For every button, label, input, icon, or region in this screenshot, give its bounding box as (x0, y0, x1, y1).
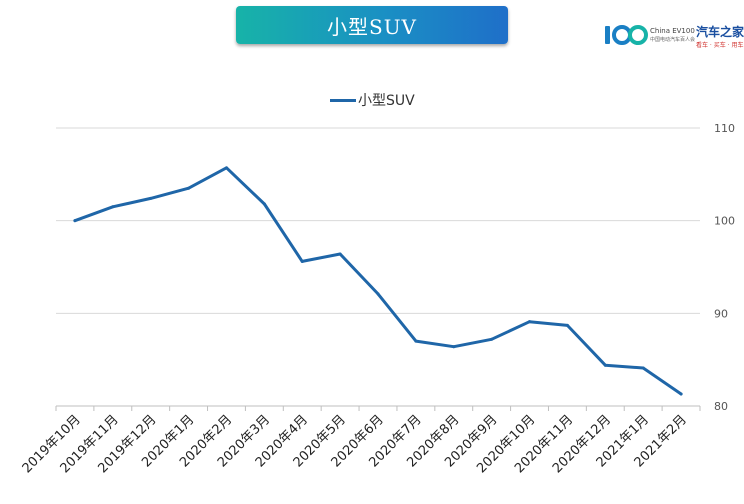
data-point (187, 186, 191, 190)
data-point (224, 166, 228, 170)
data-point (338, 252, 342, 256)
data-point (73, 219, 77, 223)
data-point (111, 205, 115, 209)
brand-logos: China EV100 中国电动汽车百人会 汽车之家 看车 · 买车 · 用车 (604, 20, 744, 52)
series-line (73, 166, 683, 396)
data-point (528, 320, 532, 324)
y-tick-label: 110 (714, 122, 735, 135)
title-banner: 小型SUV (236, 6, 508, 44)
autohome-slogan: 看车 · 买车 · 用车 (696, 42, 744, 49)
data-point (490, 337, 494, 341)
data-point (414, 339, 418, 343)
y-tick-label: 100 (714, 215, 735, 228)
legend-swatch (330, 98, 356, 102)
legend-label: 小型SUV (358, 93, 415, 109)
data-point (262, 202, 266, 206)
data-point (376, 292, 380, 296)
data-point (679, 392, 683, 396)
y-tick-label: 80 (714, 400, 728, 413)
y-tick-label: 90 (714, 307, 728, 320)
org-sub: 中国电动汽车百人会 (650, 37, 696, 43)
data-point (149, 196, 153, 200)
org-name: China EV100 (650, 27, 695, 35)
data-point (603, 363, 607, 367)
data-point (300, 259, 304, 263)
data-point (565, 323, 569, 327)
chart-legend: 小型SUV (330, 90, 415, 110)
data-point (641, 366, 645, 370)
ev100-logo-icon (605, 25, 648, 45)
page-title: 小型SUV (327, 14, 417, 39)
autohome-logo: 汽车之家 (696, 25, 744, 39)
data-point (452, 345, 456, 349)
